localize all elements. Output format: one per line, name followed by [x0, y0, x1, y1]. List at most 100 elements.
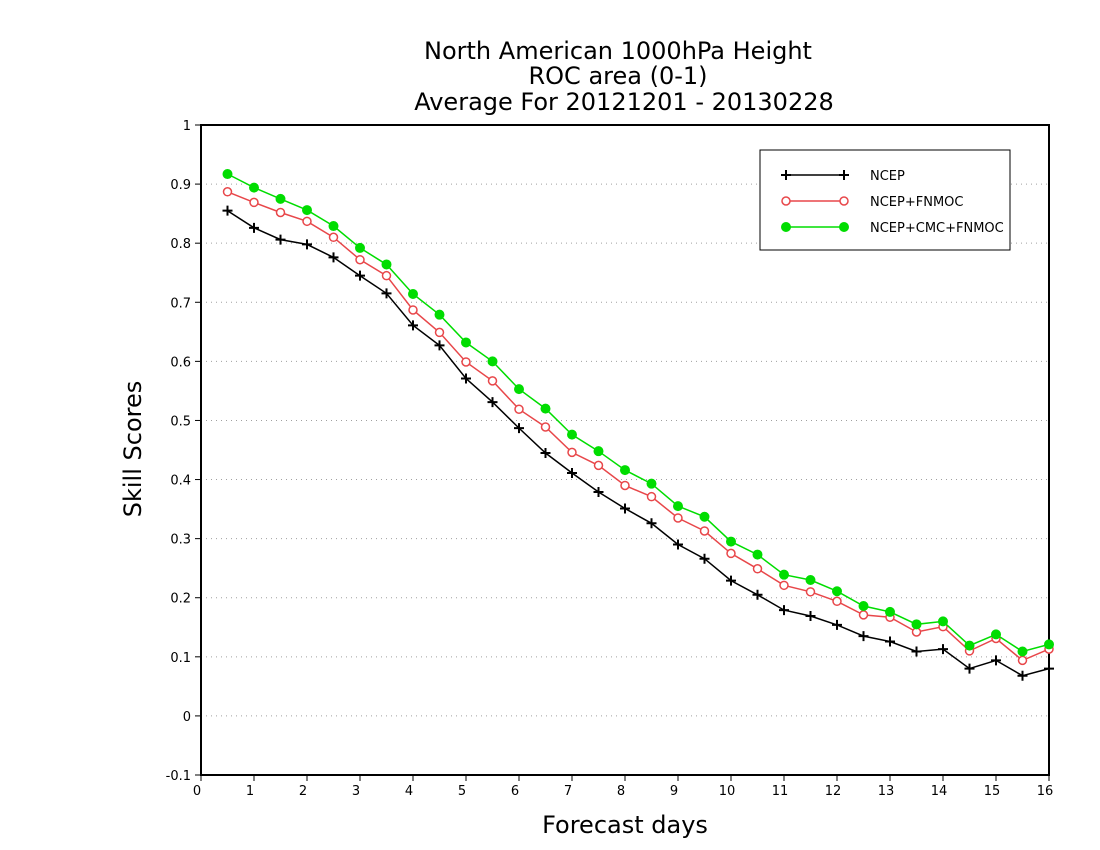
x-tick-label: 2 [299, 784, 307, 799]
data-point-marker [839, 222, 849, 232]
data-point-marker [832, 619, 842, 630]
data-point-marker [779, 569, 789, 580]
data-point-marker [487, 356, 498, 367]
series-line [227, 210, 1050, 677]
data-point-marker [567, 447, 577, 458]
x-tick-label: 6 [511, 784, 519, 799]
data-point-marker [249, 182, 259, 193]
data-point-marker [328, 221, 339, 232]
x-tick-label: 12 [825, 784, 842, 799]
data-point-marker [858, 631, 869, 642]
data-point-marker [222, 169, 233, 180]
data-point-marker [434, 340, 445, 351]
series-ncep [222, 205, 1054, 681]
data-point-marker [752, 549, 763, 560]
data-point-marker [699, 553, 710, 564]
data-point-marker [567, 468, 577, 479]
chart-title-line-2: ROC area (0-1) [528, 62, 707, 90]
data-point-marker [805, 587, 816, 597]
data-point-marker [249, 222, 259, 233]
data-point-marker [964, 640, 975, 651]
data-point-marker [646, 478, 657, 489]
data-point-marker [781, 170, 791, 180]
x-tick-label: 13 [878, 784, 895, 799]
data-point-marker [487, 397, 498, 408]
legend-label: NCEP+CMC+FNMOC [870, 221, 1004, 236]
data-point-marker [567, 429, 577, 440]
data-point-marker [408, 289, 418, 299]
data-point-marker [1017, 655, 1028, 666]
data-point-marker [938, 616, 948, 627]
data-point-marker [673, 513, 683, 523]
data-point-marker [1017, 646, 1028, 657]
chart-title-line-3: Average For 20121201 - 20130228 [414, 88, 834, 116]
data-point-marker [381, 270, 392, 281]
data-point-marker [593, 460, 604, 471]
data-point-marker [328, 232, 339, 243]
x-tick-label: 11 [772, 784, 789, 799]
x-tick-label: 4 [405, 784, 413, 799]
data-point-marker [540, 447, 551, 458]
data-point-marker [434, 309, 445, 320]
data-point-marker [726, 536, 736, 547]
chart-title-line-1: North American 1000hPa Height [424, 37, 812, 65]
x-tick-label: 5 [458, 784, 466, 799]
axes: -0.100.10.20.30.40.50.60.70.80.910 1 2 3 4 5 6… [166, 119, 1054, 799]
data-point-marker [487, 376, 498, 386]
chart-title: North American 1000hPa Height ROC area (… [414, 37, 834, 116]
data-point-marker [858, 610, 869, 620]
data-point-marker [779, 580, 789, 591]
data-point-marker [1017, 670, 1028, 681]
data-point-marker [699, 526, 710, 536]
legend: NCEP NCEP+FNMOC NCEP+CMC+FNMOC [759, 149, 1011, 251]
data-point-marker [805, 611, 816, 622]
data-point-marker [275, 207, 286, 218]
data-point-marker [991, 655, 1001, 666]
legend-entry: NCEP+FNMOC [781, 195, 963, 210]
data-point-marker [434, 327, 445, 338]
data-point-marker [938, 644, 948, 655]
y-tick-label: 0.2 [170, 592, 191, 607]
data-point-marker [752, 589, 763, 600]
data-point-marker [1044, 639, 1054, 650]
data-point-marker [752, 564, 763, 574]
x-tick-label: 9 [670, 784, 678, 799]
data-series [222, 169, 1054, 681]
x-tick-label: 3 [352, 784, 360, 799]
data-point-marker [540, 422, 551, 432]
data-point-marker [302, 216, 312, 227]
data-point-marker [381, 259, 392, 270]
series-ncep-fnmoc [222, 187, 1054, 666]
x-tick-label: 14 [931, 784, 948, 799]
gridlines [201, 183, 1049, 717]
data-point-marker [805, 575, 816, 585]
y-tick-label: 1 [183, 119, 191, 134]
x-tick-label: 7 [564, 784, 572, 799]
data-point-marker [726, 575, 736, 586]
data-point-marker [673, 539, 683, 550]
data-point-marker [781, 196, 791, 206]
x-tick-label: 15 [984, 784, 1001, 799]
legend-entry: NCEP+CMC+FNMOC [781, 221, 1004, 236]
data-point-marker [839, 170, 849, 180]
y-tick-label: -0.1 [166, 769, 191, 784]
data-point-marker [355, 254, 365, 265]
data-point-marker [673, 501, 683, 512]
data-point-marker [781, 222, 791, 232]
data-point-marker [726, 548, 736, 559]
legend-label: NCEP [870, 169, 905, 184]
data-point-marker [355, 242, 365, 253]
data-point-marker [249, 197, 259, 208]
plot-frame [200, 124, 1050, 776]
data-point-marker [222, 187, 233, 197]
data-point-marker [461, 357, 471, 367]
data-point-marker [275, 234, 286, 245]
data-point-marker [514, 404, 524, 414]
data-point-marker [355, 270, 365, 281]
data-point-marker [328, 252, 339, 263]
y-tick-label: 0.6 [170, 355, 191, 370]
data-point-marker [302, 205, 312, 216]
y-tick-label: 0 [183, 710, 191, 725]
data-point-marker [514, 423, 524, 434]
